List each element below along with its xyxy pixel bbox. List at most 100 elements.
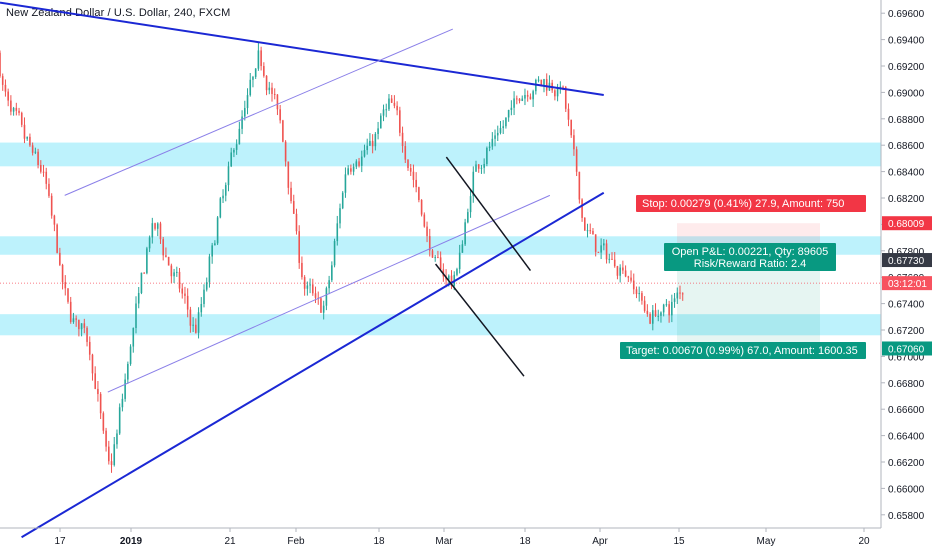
candle-body — [584, 217, 586, 231]
candle-body — [154, 223, 156, 229]
candle-body — [309, 284, 311, 286]
candle-body — [423, 214, 426, 227]
candle-body — [235, 144, 238, 150]
trendline-falling-resistance[interactable] — [0, 1, 604, 97]
candle-body — [399, 110, 401, 133]
candle-body — [80, 323, 83, 330]
x-tick-label: 18 — [519, 536, 531, 547]
stop-label-box — [636, 195, 866, 212]
candle-body — [641, 293, 643, 301]
candle-body — [265, 75, 268, 91]
candle-body — [148, 237, 151, 249]
candle-body — [461, 244, 464, 253]
candle-body — [127, 363, 129, 380]
price-tag-text: 0.67060 — [888, 344, 925, 355]
candle-body — [132, 328, 135, 347]
candle-body — [328, 280, 330, 289]
candle-body — [491, 138, 494, 147]
x-tick-label: Feb — [287, 536, 305, 547]
candle-body — [418, 187, 420, 200]
candle-body — [513, 98, 515, 108]
candle-body — [110, 461, 113, 465]
pnl-label[interactable]: Open P&L: 0.00221, Qty: 89605Risk/Reward… — [664, 243, 836, 271]
candle-body — [336, 223, 339, 242]
target-label[interactable]: Target: 0.00670 (0.99%) 67.0, Amount: 16… — [620, 342, 866, 359]
candle-body — [325, 288, 328, 306]
candle-body — [570, 119, 572, 136]
y-tick-label: 0.66000 — [888, 484, 925, 495]
candle-body — [385, 109, 388, 111]
candle-body — [363, 150, 366, 157]
candle-body — [301, 262, 303, 278]
candle-body — [608, 258, 611, 260]
candle-body — [646, 310, 649, 315]
candle-body — [94, 373, 96, 389]
stop-label[interactable]: Stop: 0.00279 (0.41%) 27.9, Amount: 750 — [636, 195, 866, 212]
y-tick-label: 0.66400 — [888, 432, 925, 443]
candle-body — [97, 388, 99, 395]
candle-body — [622, 267, 624, 271]
candle-body — [195, 324, 197, 333]
candle-body — [605, 243, 608, 260]
candle-body — [671, 301, 673, 316]
candle-body — [59, 252, 61, 265]
candle-body — [83, 323, 86, 328]
candle-body — [72, 318, 75, 322]
candle-body — [279, 109, 281, 121]
price-tag-box — [882, 276, 932, 291]
candle-body — [284, 141, 287, 162]
x-tick-label: 21 — [224, 536, 236, 547]
candle-body — [246, 95, 249, 109]
y-tick-label: 0.67400 — [888, 300, 925, 311]
y-tick-label: 0.68600 — [888, 141, 925, 152]
candle-body — [230, 152, 232, 167]
candle-body — [23, 124, 26, 139]
candle-body — [581, 199, 583, 218]
y-tick-label: 0.67200 — [888, 326, 925, 337]
candle-body — [660, 312, 662, 316]
candle-body — [437, 257, 439, 259]
candle-body — [273, 93, 276, 95]
candle-body — [344, 174, 347, 193]
candles-group — [0, 42, 684, 473]
candle-body — [369, 140, 371, 146]
chart-title: New Zealand Dollar / U.S. Dollar, 240, F… — [6, 7, 231, 19]
candle-body — [312, 284, 314, 294]
candle-body — [257, 50, 260, 69]
target-label-text: Target: 0.00670 (0.99%) 67.0, Amount: 16… — [626, 345, 858, 357]
trendline-wedge-top[interactable] — [445, 156, 532, 272]
candle-body — [143, 272, 145, 274]
candle-body — [189, 309, 192, 326]
candle-body — [159, 223, 162, 240]
trendline-wedge-bottom[interactable] — [434, 263, 525, 377]
candle-body — [619, 267, 621, 276]
candle-body — [67, 288, 69, 302]
x-tick-label: 17 — [54, 536, 66, 547]
trendline-lower-channel[interactable] — [107, 194, 551, 393]
candle-body — [15, 107, 18, 111]
candle-body — [654, 310, 657, 316]
candle-body — [448, 275, 450, 280]
stop-label-text: Stop: 0.00279 (0.41%) 27.9, Amount: 750 — [642, 198, 844, 210]
candle-body — [137, 293, 140, 304]
candle-body — [439, 257, 442, 270]
candle-body — [415, 179, 417, 188]
candle-body — [208, 256, 211, 283]
candle-body — [113, 444, 116, 465]
price-tag-text: 0.67730 — [888, 256, 925, 267]
candle-body — [543, 79, 545, 85]
candle-body — [276, 94, 279, 110]
y-tick-label: 0.67000 — [888, 352, 925, 363]
candle-body — [573, 135, 575, 150]
candle-body — [428, 236, 431, 251]
candle-body — [600, 245, 602, 253]
candle-body — [333, 241, 336, 266]
trendline-rising-support[interactable] — [21, 191, 605, 539]
trendline-upper-channel[interactable] — [64, 28, 454, 196]
candle-body — [29, 136, 31, 146]
candle-body — [219, 198, 222, 218]
candle-body — [86, 327, 88, 342]
candle-body — [578, 171, 581, 200]
